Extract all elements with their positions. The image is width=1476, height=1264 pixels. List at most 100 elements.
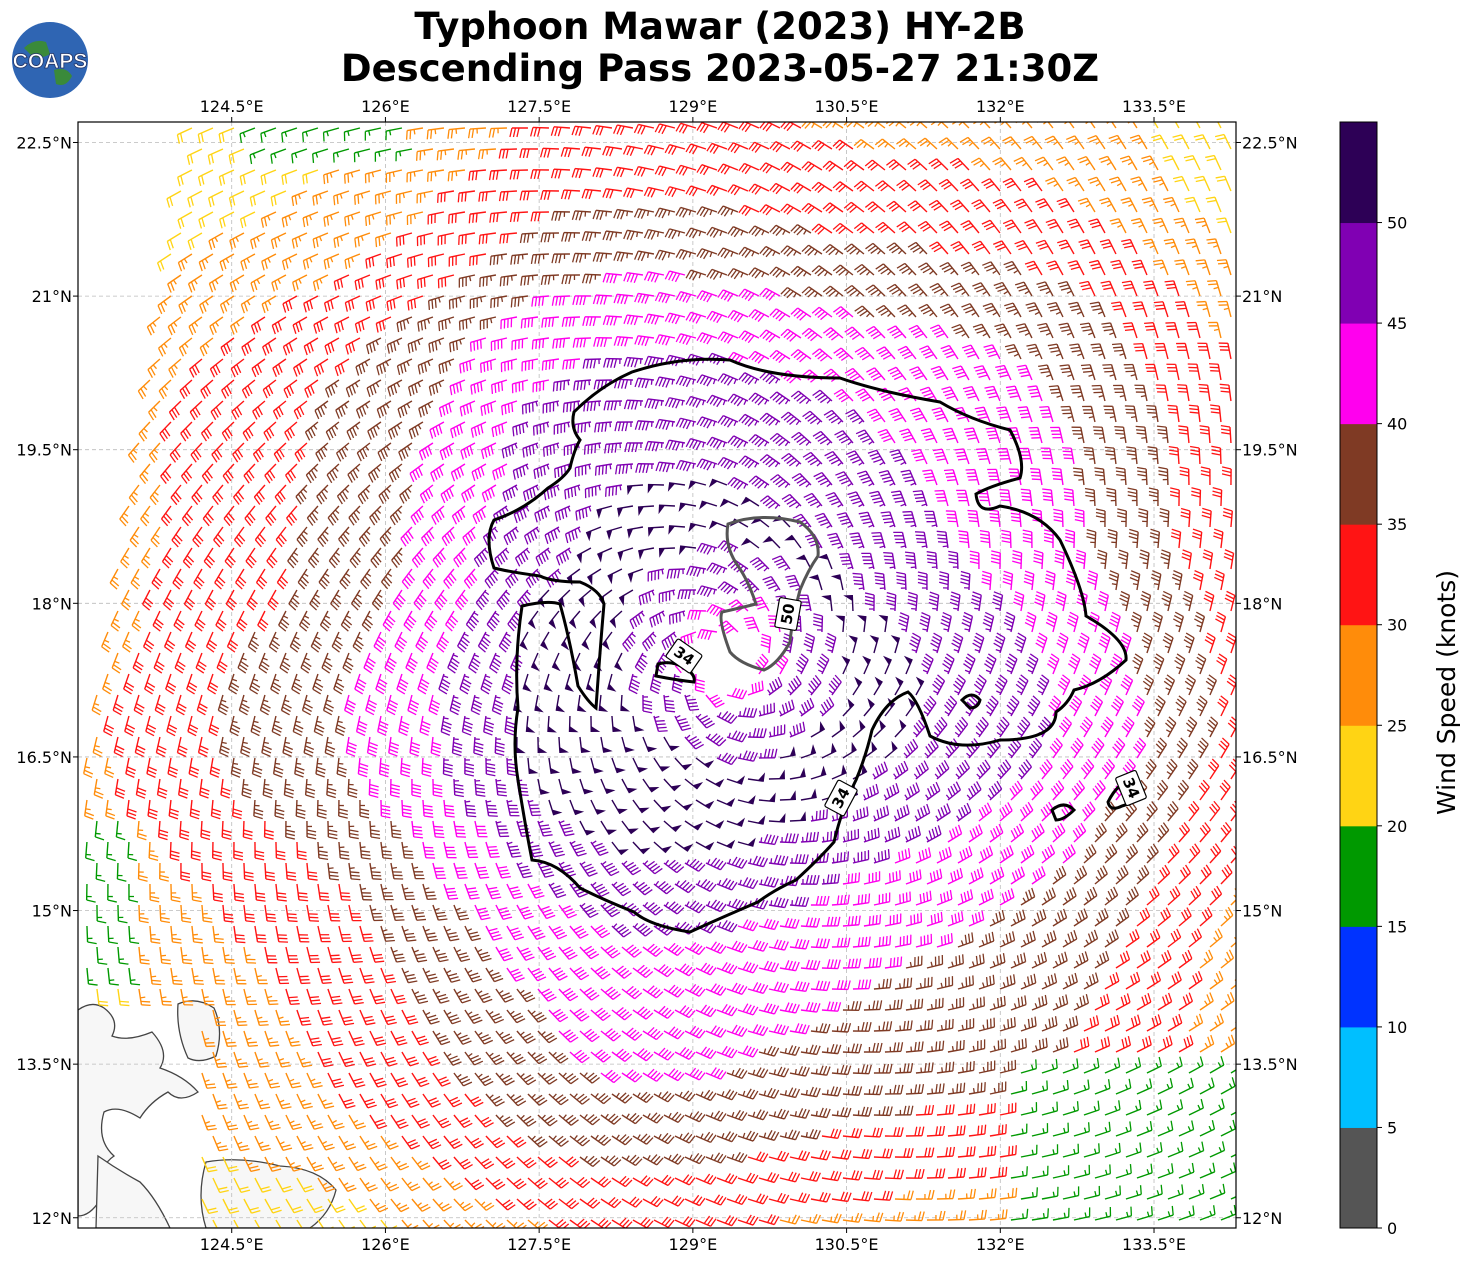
wind-barb xyxy=(312,232,329,249)
wind-barb xyxy=(1020,1016,1037,1032)
wind-barb xyxy=(971,240,991,255)
wind-barb xyxy=(303,295,319,313)
wind-barb xyxy=(925,781,941,801)
wind-barb xyxy=(999,1145,1017,1158)
wind-barb xyxy=(800,874,820,885)
wind-barb xyxy=(469,295,487,309)
wind-barb xyxy=(464,757,475,777)
wind-barb xyxy=(138,946,150,965)
wind-barb xyxy=(843,243,865,255)
wind-barb xyxy=(1182,590,1194,612)
wind-barb xyxy=(264,988,279,1006)
wind-barb xyxy=(453,1072,473,1087)
wind-barb xyxy=(285,1030,301,1047)
wind-barb xyxy=(405,127,424,140)
wind-barb xyxy=(330,589,342,611)
wind-barb xyxy=(411,904,427,921)
wind-barb xyxy=(254,841,265,861)
wind-barb xyxy=(1073,865,1088,885)
wind-barb xyxy=(355,358,371,376)
land-layer xyxy=(78,1000,337,1228)
wind-barb xyxy=(696,458,718,471)
wind-barb xyxy=(821,1128,842,1139)
wind-barb xyxy=(1167,1056,1183,1074)
wind-barb xyxy=(747,939,769,952)
wind-barb xyxy=(409,736,421,757)
wind-barb xyxy=(1005,385,1022,402)
wind-barb xyxy=(1083,972,1099,990)
wind-barb xyxy=(780,161,802,173)
wind-barb xyxy=(1121,238,1138,255)
wind-barb xyxy=(1129,570,1141,591)
wind-barb xyxy=(968,1209,987,1221)
wind-barb xyxy=(317,1135,335,1151)
wind-barb xyxy=(747,772,766,782)
wind-barb xyxy=(86,967,98,986)
wind-barb xyxy=(996,716,1010,738)
wind-barb xyxy=(421,757,432,778)
wind-barb xyxy=(317,526,329,548)
wind-barb xyxy=(821,1170,842,1182)
wind-barb xyxy=(905,912,923,927)
wind-barb xyxy=(474,1198,495,1211)
wind-barb xyxy=(176,127,193,144)
wind-barb xyxy=(250,316,266,335)
wind-barb xyxy=(285,1072,302,1089)
wind-barb xyxy=(1016,364,1033,381)
colorbar-segment xyxy=(1340,423,1377,525)
wind-barb xyxy=(491,694,504,716)
wind-barb xyxy=(365,253,382,269)
wind-barb xyxy=(968,953,985,969)
wind-barb xyxy=(1104,1057,1121,1074)
wind-barb xyxy=(243,904,256,923)
wind-barb xyxy=(842,1001,862,1011)
wind-barb xyxy=(675,375,697,388)
wind-barb xyxy=(327,505,340,526)
wind-barb xyxy=(1212,487,1223,507)
wind-barb xyxy=(237,652,249,674)
wind-barb xyxy=(426,652,439,674)
wind-barb xyxy=(218,127,235,144)
wind-barb xyxy=(368,463,382,483)
wind-barb xyxy=(803,632,816,654)
wind-barb xyxy=(293,358,308,377)
wind-barb xyxy=(1199,864,1212,885)
wind-barb xyxy=(781,493,802,509)
wind-barb xyxy=(904,825,921,843)
wind-barb xyxy=(737,1003,759,1016)
wind-barb xyxy=(249,148,266,165)
wind-barb xyxy=(801,122,823,129)
wind-barb xyxy=(960,220,980,234)
wind-barb xyxy=(633,123,655,135)
wind-barb xyxy=(552,337,571,349)
wind-barb xyxy=(992,591,1004,612)
wind-barb xyxy=(201,1030,216,1048)
wind-barb xyxy=(470,694,483,716)
wind-barb xyxy=(270,673,282,695)
wind-barb xyxy=(770,474,791,488)
wind-barb xyxy=(245,547,257,569)
wind-barb xyxy=(583,442,602,455)
wind-barb xyxy=(1082,801,1096,822)
wind-barb xyxy=(628,673,641,695)
wind-barb xyxy=(842,915,861,927)
wind-barb xyxy=(1080,364,1096,381)
wind-barb xyxy=(250,274,266,292)
wind-barb xyxy=(663,778,682,792)
wind-barb xyxy=(136,820,147,841)
wind-barb xyxy=(909,366,928,381)
wind-barb xyxy=(271,274,287,292)
wind-barb xyxy=(305,463,319,484)
wind-barb xyxy=(768,897,789,909)
wind-barb xyxy=(443,1177,463,1191)
wind-barb xyxy=(525,715,536,733)
wind-barb xyxy=(596,505,613,519)
wind-barb xyxy=(354,274,371,291)
wind-barb xyxy=(569,1176,591,1189)
wind-barb xyxy=(855,429,875,445)
wind-barb xyxy=(408,421,424,440)
wind-barb xyxy=(1057,674,1071,696)
wind-barb xyxy=(696,542,718,555)
wind-barb xyxy=(1230,888,1236,906)
wind-barb xyxy=(1119,590,1131,612)
